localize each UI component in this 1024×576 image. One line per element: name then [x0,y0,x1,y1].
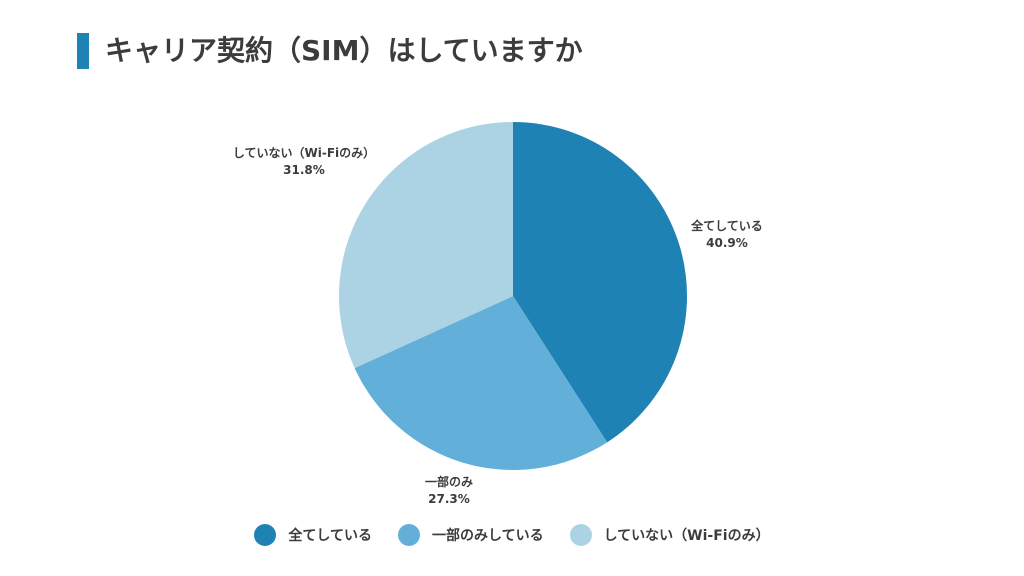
slice-label-partial: 一部のみ [425,474,473,489]
legend-item-all: 全てしている [254,524,372,546]
legend-swatch-partial [398,524,420,546]
slice-label-none: していない（Wi-Fiのみ） [233,145,375,160]
slice-label-all: 全てしている [690,218,763,233]
legend-swatch-none [569,524,592,546]
slice-value-none: 31.8% [283,163,325,177]
legend-label-partial: 一部のみしている [432,528,544,544]
legend-item-none: していない（Wi-Fiのみ） [569,524,770,546]
page-title: キャリア契約（SIM）はしていますか [105,34,583,67]
legend-label-none: していない（Wi-Fiのみ） [603,528,770,544]
slice-value-all: 40.9% [706,236,748,250]
legend-label-all: 全てしている [288,528,372,544]
legend-swatch-all [254,524,277,546]
chart-legend: 全てしている 一部のみしている していない（Wi-Fiのみ） [0,524,1024,546]
pie-slice-all [513,122,687,443]
pie-slice-none [339,122,513,369]
legend-item-partial: 一部のみしている [398,524,544,546]
slice-value-partial: 27.3% [428,492,470,506]
title-accent-bar [77,33,89,69]
pie-slice-partial [354,296,608,470]
